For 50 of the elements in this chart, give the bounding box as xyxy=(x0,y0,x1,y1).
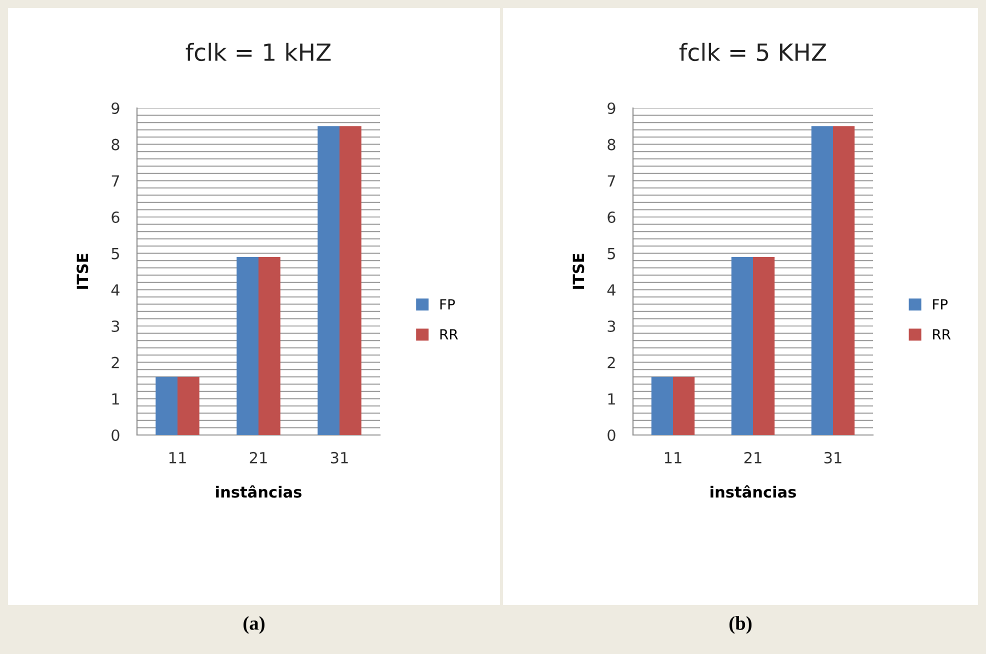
bar xyxy=(156,376,178,435)
x-axis-title: instâncias xyxy=(216,485,302,498)
y-tick-label: 1 xyxy=(112,393,119,404)
bar xyxy=(340,126,362,435)
y-tick-label: 5 xyxy=(608,248,615,260)
y-tick-label: 9 xyxy=(112,102,120,114)
y-tick-label: 7 xyxy=(112,175,120,186)
x-tick-label: 11 xyxy=(664,452,682,464)
x-tick-label: 21 xyxy=(250,452,267,464)
bar xyxy=(178,376,200,435)
x-tick-label: 11 xyxy=(169,452,186,464)
y-tick-label: 3 xyxy=(112,320,120,332)
y-tick-label: 0 xyxy=(112,429,120,442)
x-axis-title: instâncias xyxy=(710,485,796,498)
text: (b) xyxy=(729,616,752,634)
text: (a) xyxy=(244,616,264,634)
bar xyxy=(236,256,258,435)
y-axis-title: ITSE xyxy=(572,254,584,289)
legend-label: FP xyxy=(933,299,948,310)
y-tick-label: 8 xyxy=(112,138,120,150)
bar xyxy=(811,126,833,435)
y-tick-label: 3 xyxy=(608,320,616,332)
legend-label: RR xyxy=(933,329,951,340)
y-tick-label: 6 xyxy=(608,211,616,224)
y-tick-label: 2 xyxy=(112,356,119,368)
y-tick-label: 0 xyxy=(608,429,616,442)
x-tick-label: 31 xyxy=(824,452,842,464)
y-tick-label: 9 xyxy=(608,102,616,114)
bar xyxy=(753,256,775,435)
bar xyxy=(673,376,695,435)
y-tick-label: 4 xyxy=(111,284,120,296)
y-tick-label: 6 xyxy=(112,211,120,224)
x-tick-label: 31 xyxy=(330,452,348,464)
bar xyxy=(731,256,753,435)
legend-label: FP xyxy=(440,299,455,310)
y-tick-label: 2 xyxy=(608,356,615,368)
chart-title: fclk = 5 KHZ xyxy=(679,42,826,62)
y-tick-label: 1 xyxy=(608,393,615,404)
bar xyxy=(318,126,340,435)
bar xyxy=(833,126,855,435)
chart-title: fclk = 1 kHZ xyxy=(186,42,331,62)
legend-label: RR xyxy=(440,329,458,340)
y-tick-label: 7 xyxy=(608,175,616,186)
bar xyxy=(258,256,280,435)
y-axis-title: ITSE xyxy=(76,254,88,289)
bar xyxy=(651,376,673,435)
y-tick-label: 8 xyxy=(608,138,616,150)
x-tick-label: 21 xyxy=(744,452,762,464)
y-tick-label: 5 xyxy=(112,248,119,260)
y-tick-label: 4 xyxy=(607,284,616,296)
